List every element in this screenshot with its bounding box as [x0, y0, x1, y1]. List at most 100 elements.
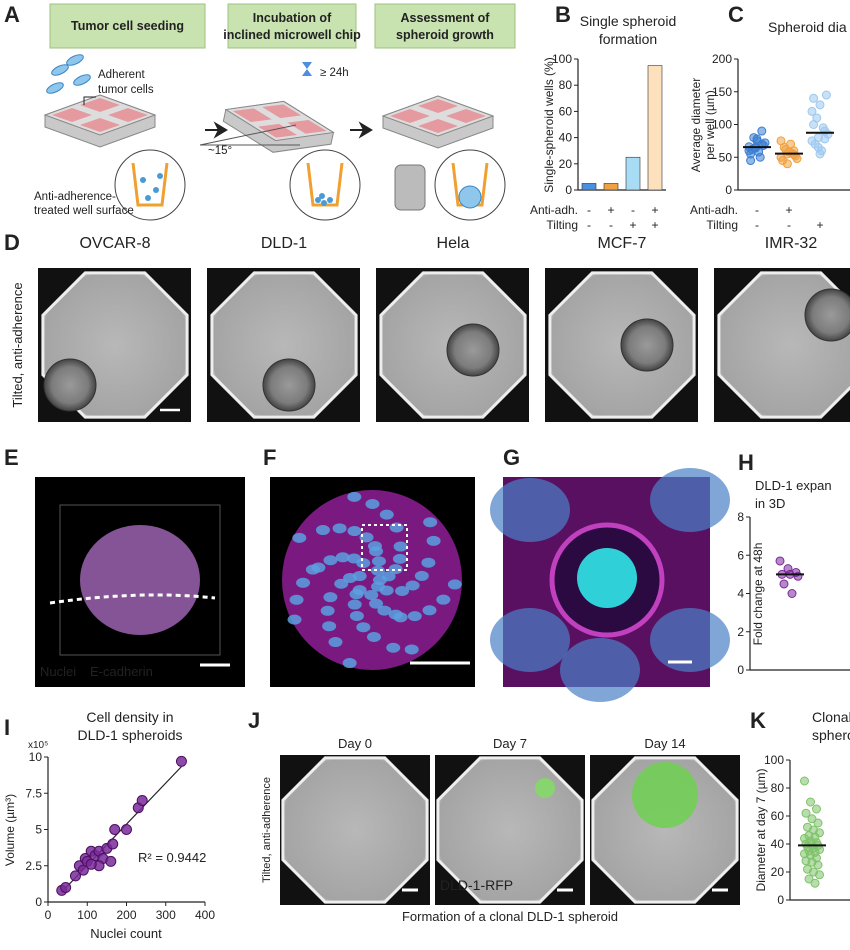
condition-sign: + [651, 203, 658, 217]
well-top [232, 108, 272, 123]
nucleus [347, 491, 362, 502]
nucleus [379, 509, 394, 520]
cell-line-label: MCF-7 [598, 235, 647, 252]
panel-letter: F [263, 445, 276, 470]
data-point [815, 870, 824, 880]
y-axis-label: Fold change at 48h [751, 543, 765, 646]
cell [153, 187, 159, 193]
data-point [804, 874, 814, 884]
spheroid-image [620, 318, 674, 372]
surface-label: treated well surface [34, 205, 134, 217]
data-point [801, 808, 811, 818]
nucleus [377, 605, 392, 616]
bar [581, 183, 597, 191]
nucleus [369, 598, 384, 609]
spheroid-3d [80, 525, 200, 635]
y-tick-label: 40 [771, 837, 785, 851]
y-tick-label: 150 [712, 85, 732, 99]
well-image [591, 756, 739, 904]
spheroid-section [282, 490, 462, 670]
stain-label: Nuclei [40, 664, 76, 679]
nucleus [322, 621, 337, 632]
panel-letter: A [4, 2, 20, 27]
well-wall [131, 162, 169, 207]
step-title: Incubation of [253, 11, 332, 25]
nucleus [366, 631, 381, 642]
nucleus [379, 585, 394, 596]
nucleus [364, 589, 379, 600]
nucleus [436, 594, 451, 605]
data-point [782, 159, 792, 169]
nucleus [407, 611, 422, 622]
day-label: Day 14 [644, 736, 685, 751]
bar [647, 65, 663, 191]
panel-letter: D [4, 230, 20, 255]
cell [157, 173, 163, 179]
nucleus [426, 535, 441, 546]
nucleus [422, 605, 437, 616]
well-image [281, 756, 429, 904]
y-tick-label: 5 [35, 823, 42, 837]
cell [321, 200, 327, 206]
spheroid-image [804, 288, 850, 342]
data-point [69, 870, 81, 882]
data-point [807, 106, 817, 116]
y-tick-label: 0 [565, 183, 572, 197]
step-box [227, 3, 357, 49]
y-tick-label: 0 [35, 895, 42, 909]
condition-label: Tilting [706, 218, 738, 232]
condition-label: Tilting [546, 218, 578, 232]
microscope [394, 164, 426, 211]
data-point [820, 134, 830, 144]
panel-letter: J [248, 708, 260, 733]
nucleus [388, 609, 403, 620]
tray-top [381, 95, 495, 137]
step-title: spheroid growth [396, 28, 494, 42]
data-point [821, 90, 831, 100]
side-label: Tilted, anti-adherence [10, 282, 25, 407]
condition-sign: - [755, 203, 759, 217]
arrow [350, 121, 373, 139]
panel-letter: C [728, 2, 744, 27]
chart-title: DLD-1 spheroids [77, 727, 182, 743]
data-point [136, 795, 148, 806]
nucleus [393, 541, 408, 552]
well-top [446, 109, 486, 123]
arrow [205, 121, 228, 139]
y-tick-label: 7.5 [25, 786, 42, 800]
step-title: Assessment of [401, 11, 491, 25]
well-top [108, 108, 148, 122]
nucleus [328, 637, 343, 648]
condition-sign: + [607, 203, 614, 217]
cells-label: tumor cells [98, 84, 154, 96]
nucleus [287, 614, 302, 625]
x-tick-label: 200 [116, 908, 136, 922]
y-axis-label: per well (µm) [703, 90, 717, 160]
y-tick-label: 80 [559, 78, 573, 92]
chart-title: Cell density in [86, 709, 173, 725]
spheroid-image [262, 358, 316, 412]
well-top [390, 109, 430, 123]
y-axis-label: Single-spheroid wells (%) [542, 57, 556, 192]
bar [625, 156, 641, 191]
chip-tray [43, 94, 157, 148]
nucleus [334, 578, 349, 589]
panel-letter: E [4, 445, 19, 470]
panel-letter: K [750, 708, 766, 733]
data-point [806, 797, 815, 807]
nucleus [370, 565, 385, 576]
condition-sign: - [631, 203, 635, 217]
condition-label: Anti-adh. [690, 203, 738, 217]
chart-title: spheroids [812, 727, 850, 743]
condition-sign: - [587, 218, 591, 232]
cell [145, 195, 151, 201]
nucleus [347, 526, 362, 537]
well-top [80, 98, 120, 112]
data-point [755, 152, 765, 162]
pointer [83, 96, 96, 105]
nucleus [356, 622, 371, 633]
nucleus [335, 552, 350, 563]
well-top [418, 99, 458, 113]
y-tick-label: 200 [712, 52, 732, 66]
nucleus [421, 557, 436, 568]
